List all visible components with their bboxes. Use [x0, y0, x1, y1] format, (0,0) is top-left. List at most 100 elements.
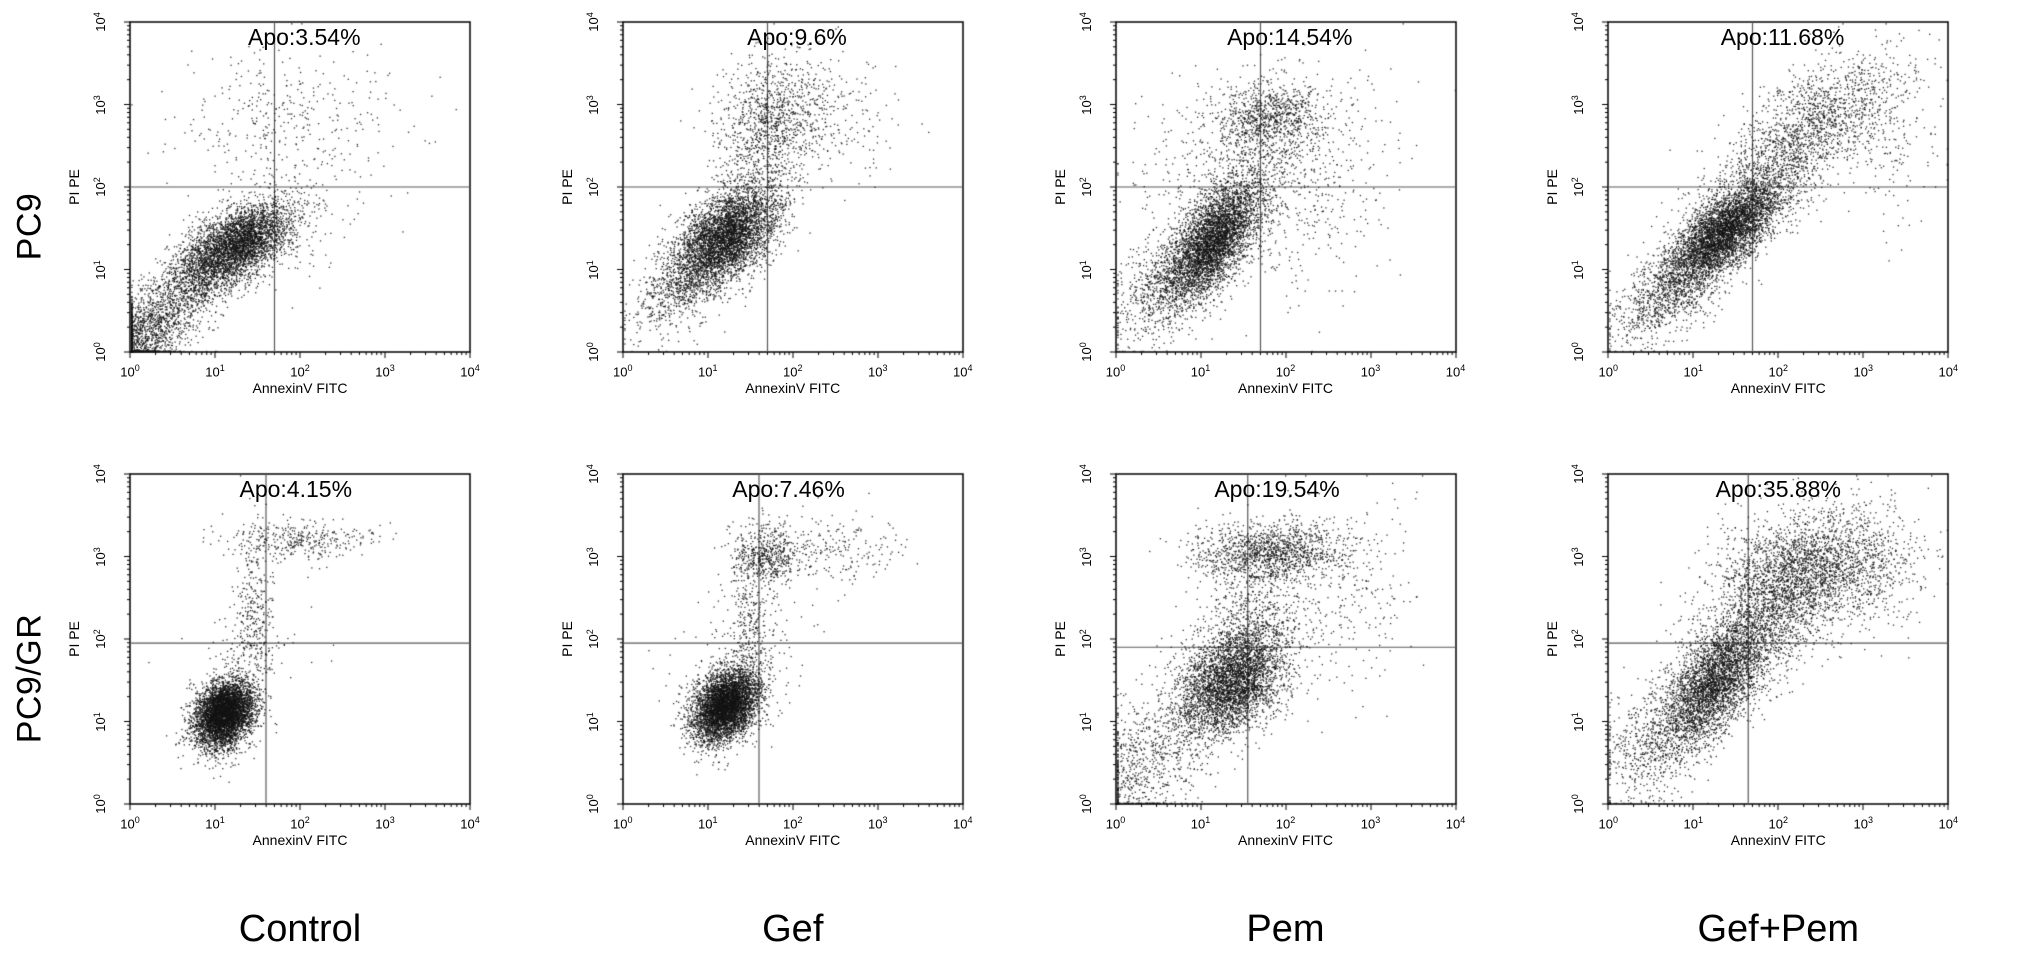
- x-tick-label: 102: [783, 363, 803, 380]
- x-axis-label: AnnexinV FITC: [252, 380, 348, 396]
- scatter-plot-canvas: [1101, 16, 1462, 368]
- y-tick-label: 103: [1077, 94, 1094, 115]
- y-tick-label: 104: [1570, 464, 1587, 484]
- flow-panel-2-3: PI PE 100 101 102 103 104 Apo:19.54% 100 101 102 1…: [1046, 452, 1539, 904]
- x-tick-label: 103: [1360, 363, 1381, 380]
- row-label-cell: PC9: [0, 0, 60, 452]
- x-tick-label: 101: [205, 815, 225, 832]
- scatter-plot-canvas: [1594, 16, 1955, 368]
- flow-panel-1-3: PI PE 100 101 102 103 104 Apo:14.54% 100 101 102 1…: [1046, 0, 1539, 452]
- flow-panel-2-1: PI PE 100 101 102 103 104 Apo:4.15% 100 101 102 10…: [60, 452, 553, 904]
- x-tick-label: 100: [120, 363, 140, 380]
- y-tick-label: 102: [584, 177, 601, 197]
- x-tick-label: 101: [1683, 363, 1703, 380]
- apoptosis-annotation: Apo:4.15%: [239, 476, 353, 502]
- x-tick-label: 104: [1445, 815, 1466, 832]
- x-tick-label: 104: [1938, 815, 1958, 832]
- y-axis-label: PI PE: [1051, 621, 1068, 657]
- y-tick-label: 104: [91, 12, 109, 32]
- y-tick-label: 100: [91, 794, 109, 814]
- y-tick-label: 103: [91, 546, 109, 567]
- row-label: PC9/GR: [10, 613, 49, 743]
- y-tick-label: 104: [91, 464, 109, 484]
- x-tick-label: 102: [290, 815, 310, 832]
- flow-panel-2-2: PI PE 100 101 102 103 104 Apo:7.46% 100 101 102 10…: [553, 452, 1046, 904]
- x-tick-label: 100: [1105, 815, 1126, 832]
- x-tick-label: 103: [375, 815, 395, 832]
- x-axis-label: AnnexinV FITC: [1730, 832, 1826, 848]
- y-tick-label: 101: [1077, 259, 1094, 280]
- y-tick-label: 104: [584, 464, 601, 484]
- y-axis-label: PI PE: [558, 621, 575, 657]
- y-tick-label: 104: [584, 12, 601, 32]
- x-tick-label: 103: [1853, 815, 1873, 832]
- y-tick-label: 100: [1077, 342, 1094, 362]
- x-tick-label: 100: [613, 815, 633, 832]
- y-tick-label: 101: [1570, 259, 1587, 280]
- y-tick-label: 101: [1570, 711, 1587, 732]
- flow-panel-1-2: PI PE 100 101 102 103 104 Apo:9.6% 100 101 102 103…: [553, 0, 1046, 452]
- apoptosis-annotation: Apo:7.46%: [732, 476, 845, 502]
- y-tick-label: 102: [1570, 629, 1587, 649]
- y-tick-label: 103: [1077, 546, 1094, 567]
- y-tick-label: 102: [91, 629, 109, 649]
- y-axis-label: PI PE: [1051, 169, 1068, 205]
- x-tick-label: 102: [1768, 815, 1788, 832]
- y-tick-label: 101: [584, 259, 601, 280]
- x-tick-label: 103: [1853, 363, 1873, 380]
- apoptosis-annotation: Apo:9.6%: [747, 24, 847, 50]
- x-tick-label: 104: [1445, 363, 1466, 380]
- scatter-plot-canvas: [608, 468, 969, 820]
- x-tick-label: 100: [1105, 363, 1126, 380]
- scatter-plot-canvas: [116, 468, 476, 820]
- y-tick-label: 104: [1077, 12, 1094, 32]
- apoptosis-annotation: Apo:35.88%: [1715, 476, 1841, 502]
- y-tick-label: 103: [1570, 546, 1587, 567]
- x-tick-label: 104: [953, 815, 973, 832]
- x-tick-label: 101: [1190, 815, 1211, 832]
- y-tick-label: 102: [91, 177, 109, 197]
- y-tick-label: 100: [1077, 794, 1094, 814]
- scatter-plot-canvas: [1101, 468, 1462, 820]
- y-tick-label: 101: [584, 711, 601, 732]
- x-tick-label: 101: [1683, 815, 1703, 832]
- x-tick-label: 100: [120, 815, 140, 832]
- y-axis-label: PI PE: [66, 169, 82, 205]
- row-label-cell: PC9/GR: [0, 452, 60, 904]
- x-tick-label: 103: [375, 363, 395, 380]
- y-tick-label: 102: [584, 629, 601, 649]
- x-tick-label: 104: [460, 363, 480, 380]
- y-tick-label: 103: [584, 546, 601, 567]
- y-tick-label: 101: [91, 259, 109, 280]
- x-tick-label: 102: [1275, 363, 1296, 380]
- y-tick-label: 100: [584, 342, 601, 362]
- apoptosis-annotation: Apo:14.54%: [1227, 24, 1353, 50]
- x-tick-label: 101: [205, 363, 225, 380]
- y-tick-label: 101: [91, 711, 109, 732]
- x-tick-label: 101: [698, 363, 718, 380]
- x-tick-label: 100: [1598, 363, 1618, 380]
- y-tick-label: 100: [1570, 342, 1587, 362]
- x-tick-label: 101: [698, 815, 718, 832]
- x-axis-label: AnnexinV FITC: [1730, 380, 1826, 396]
- scatter-plot-canvas: [1594, 468, 1955, 820]
- y-axis-label: PI PE: [1544, 621, 1561, 657]
- apoptosis-annotation: Apo:11.68%: [1720, 24, 1845, 50]
- x-tick-label: 104: [1938, 363, 1958, 380]
- x-axis-label: AnnexinV FITC: [745, 832, 841, 848]
- column-label-gef-pem: Gef+Pem: [1697, 908, 1860, 950]
- y-axis-label: PI PE: [66, 621, 82, 657]
- flow-panel-1-4: PI PE 100 101 102 103 104 Apo:11.68% 100 101 102 1…: [1538, 0, 2031, 452]
- x-axis-label: AnnexinV FITC: [252, 832, 348, 848]
- x-axis-label: AnnexinV FITC: [1238, 380, 1333, 396]
- row-label: PC9: [10, 192, 49, 260]
- x-tick-label: 102: [290, 363, 310, 380]
- x-axis-label: AnnexinV FITC: [745, 380, 841, 396]
- column-label-pem: Pem: [1246, 908, 1325, 950]
- y-tick-label: 100: [584, 794, 601, 814]
- x-tick-label: 100: [1598, 815, 1618, 832]
- x-tick-label: 102: [1768, 363, 1788, 380]
- y-axis-label: PI PE: [558, 169, 575, 205]
- scatter-plot-canvas: [116, 16, 476, 368]
